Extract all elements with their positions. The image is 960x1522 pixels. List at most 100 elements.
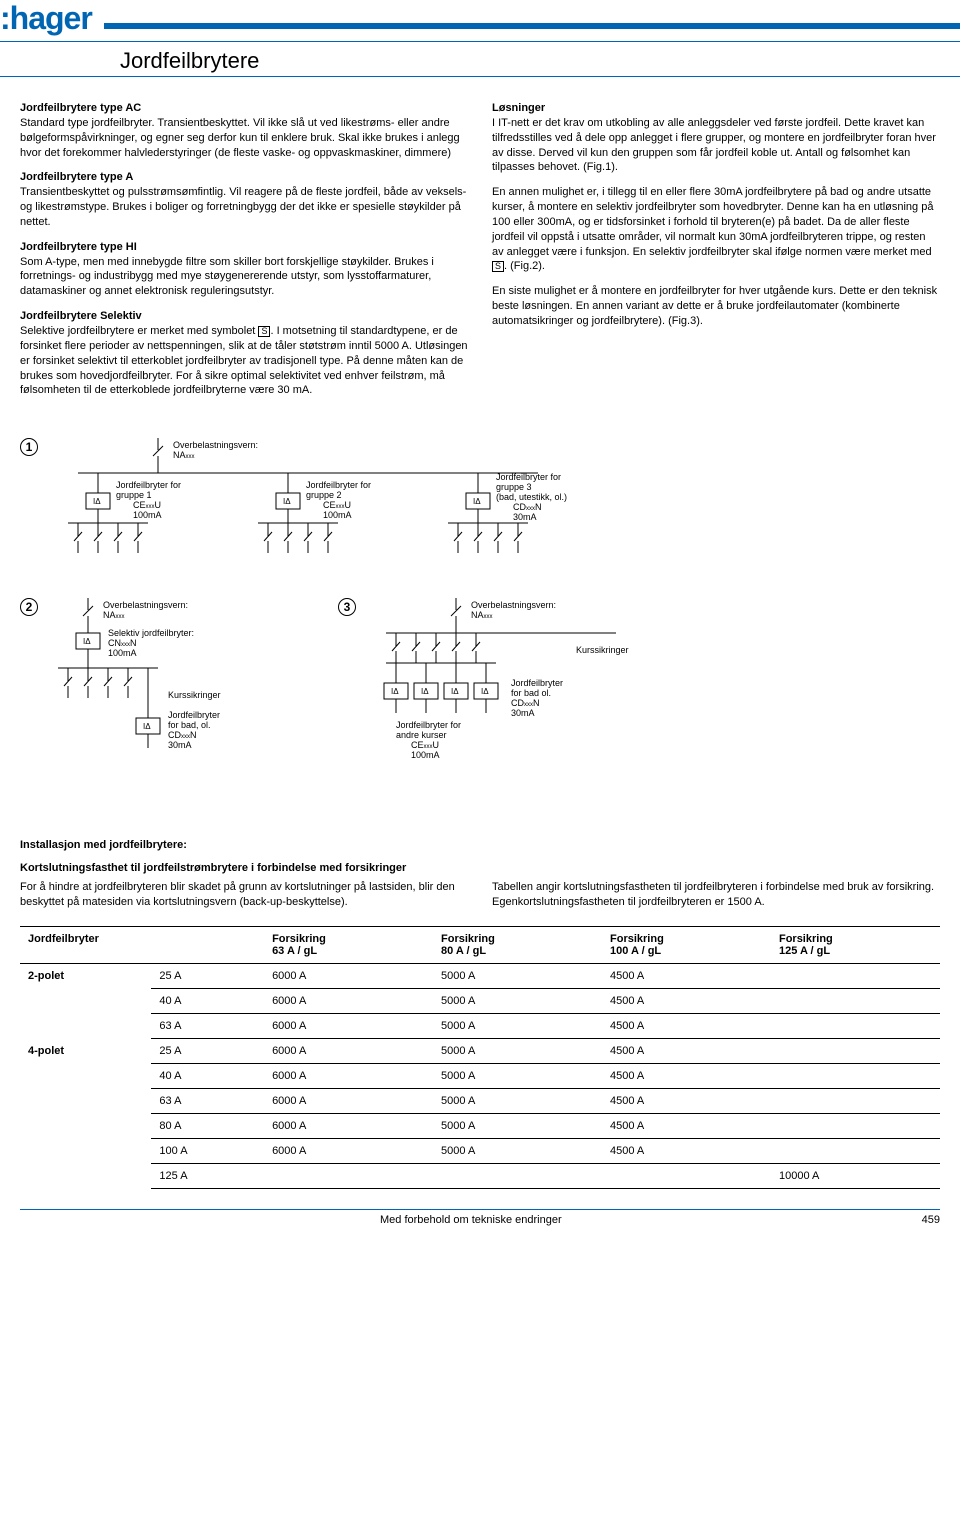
table-cell: 5000 A xyxy=(433,1138,602,1163)
thin-line-2 xyxy=(0,76,960,77)
table-cell: 4-polet xyxy=(20,1038,151,1063)
idelta-label: IΔ xyxy=(421,687,429,696)
g1-label: 100mA xyxy=(133,510,162,520)
table-cell: 63 A xyxy=(151,1013,264,1038)
idelta-label: IΔ xyxy=(481,687,489,696)
bad-label: Jordfeilbryter xyxy=(511,678,563,688)
table-cell: 6000 A xyxy=(264,963,433,988)
svg-text:CExxxU: CExxxU xyxy=(411,740,439,750)
table-cell: 4500 A xyxy=(602,1038,771,1063)
kurs-label: Kurssikringer xyxy=(576,645,629,655)
section-body: Selektive jordfeilbrytere er merket med … xyxy=(20,325,258,337)
table-cell: 2-polet xyxy=(20,963,151,988)
section-title: Jordfeilbrytere Selektiv xyxy=(20,310,142,322)
idelta-label: IΔ xyxy=(391,687,399,696)
bad-label: Jordfeilbryter xyxy=(168,710,220,720)
table-cell xyxy=(771,1038,940,1063)
table-cell xyxy=(771,1113,940,1138)
section-title: Jordfeilbrytere type HI xyxy=(20,241,137,253)
col-header: Forsikring100 A / gL xyxy=(602,926,771,963)
table-cell: 40 A xyxy=(151,1063,264,1088)
table-row: 40 A6000 A5000 A4500 A xyxy=(20,988,940,1013)
idelta-label: IΔ xyxy=(143,722,151,731)
g3-label: (bad, utestikk, ol.) xyxy=(496,492,567,502)
svg-text:CNxxxN: CNxxxN xyxy=(108,638,137,648)
bad-label: for bad ol. xyxy=(511,688,551,698)
overload-label: Overbelastningsvern: xyxy=(173,440,258,450)
overload-label: Overbelastningsvern: xyxy=(103,600,188,610)
g3-label: Jordfeilbryter for xyxy=(496,472,561,482)
table-row: 100 A6000 A5000 A4500 A xyxy=(20,1138,940,1163)
table-cell xyxy=(771,963,940,988)
table-cell xyxy=(433,1163,602,1188)
andre-label: 100mA xyxy=(411,750,440,760)
section-body: Standard type jordfeilbryter. Transientb… xyxy=(20,117,460,159)
diagram-row-2-3: 2 IΔ IΔ Overbelastningsvern: NAxxx Selek… xyxy=(20,598,940,808)
table-row: 2-polet25 A6000 A5000 A4500 A xyxy=(20,963,940,988)
table-cell: 6000 A xyxy=(264,1088,433,1113)
table-cell: 25 A xyxy=(151,963,264,988)
table-row: 63 A6000 A5000 A4500 A xyxy=(20,1088,940,1113)
sel-label: 100mA xyxy=(108,648,137,658)
content-columns: Jordfeilbrytere type AC Standard type jo… xyxy=(0,101,960,408)
table-header-row: Jordfeilbryter Forsikring63 A / gL Forsi… xyxy=(20,926,940,963)
table-cell: 4500 A xyxy=(602,988,771,1013)
install-left: For å hindre at jordfeilbryteren blir sk… xyxy=(20,880,468,910)
table-cell xyxy=(602,1163,771,1188)
left-column: Jordfeilbrytere type AC Standard type jo… xyxy=(20,101,468,408)
circuit-diagram-3: IΔ IΔ IΔ IΔ Overbelastningsvern: NAxxx K… xyxy=(356,598,716,808)
table-cell xyxy=(20,988,151,1013)
table-cell xyxy=(20,1113,151,1138)
g3-label: gruppe 3 xyxy=(496,482,532,492)
table-row: 63 A6000 A5000 A4500 A xyxy=(20,1013,940,1038)
diagram-number: 1 xyxy=(20,438,38,456)
table-cell xyxy=(264,1163,433,1188)
table-cell: 4500 A xyxy=(602,1088,771,1113)
svg-text:NAxxx: NAxxx xyxy=(103,610,125,620)
table-cell xyxy=(771,1088,940,1113)
page-number: 459 xyxy=(922,1214,940,1226)
section-body: En annen mulighet er, i tillegg til en e… xyxy=(492,186,933,257)
andre-label: Jordfeilbryter for xyxy=(396,720,461,730)
section-title: Jordfeilbrytere type A xyxy=(20,171,133,183)
sel-label: Selektiv jordfeilbryter: xyxy=(108,628,194,638)
logo: :hager xyxy=(0,0,104,37)
g3-label: CDxxxN xyxy=(513,502,542,512)
overload-label: Overbelastningsvern: xyxy=(471,600,556,610)
table-row: 125 A10000 A xyxy=(20,1163,940,1188)
header: :hager xyxy=(0,0,960,37)
install-title: Installasjon med jordfeilbrytere: xyxy=(20,838,940,853)
table-cell: 100 A xyxy=(151,1138,264,1163)
table-cell xyxy=(771,988,940,1013)
footer-text: Med forbehold om tekniske endringer xyxy=(380,1214,562,1226)
g2-label: CExxxU xyxy=(323,500,351,510)
table-cell: 40 A xyxy=(151,988,264,1013)
table-cell: 80 A xyxy=(151,1113,264,1138)
table-cell: 4500 A xyxy=(602,1063,771,1088)
circuit-diagram-1: IΔ IΔ IΔ Overbelastningsvern: NAxxx Jord… xyxy=(38,438,658,568)
table-cell: 5000 A xyxy=(433,1113,602,1138)
footer: Med forbehold om tekniske endringer 459 xyxy=(20,1209,940,1226)
right-column: Løsninger I IT-nett er det krav om utkob… xyxy=(492,101,940,408)
idelta-label: IΔ xyxy=(93,497,101,506)
table-cell: 6000 A xyxy=(264,1138,433,1163)
overload-sub: NAxxx xyxy=(173,450,195,460)
section-title: Jordfeilbrytere type AC xyxy=(20,102,141,114)
table-cell: 4500 A xyxy=(602,1138,771,1163)
diagram-1: 1 xyxy=(20,438,940,568)
table-row: 40 A6000 A5000 A4500 A xyxy=(20,1063,940,1088)
table-cell: 4500 A xyxy=(602,963,771,988)
table-cell: 5000 A xyxy=(433,988,602,1013)
table-cell xyxy=(771,1063,940,1088)
svg-text:NAxxx: NAxxx xyxy=(471,610,493,620)
diagram-number: 2 xyxy=(20,598,38,616)
thin-line xyxy=(0,41,960,42)
idelta-label: IΔ xyxy=(451,687,459,696)
section-title: Løsninger xyxy=(492,102,545,114)
section-body: I IT-nett er det krav om utkobling av al… xyxy=(492,117,936,174)
idelta-label: IΔ xyxy=(83,637,91,646)
table-cell: 5000 A xyxy=(433,963,602,988)
diagram-number: 3 xyxy=(338,598,356,616)
diagrams: 1 xyxy=(20,438,940,808)
table-cell: 6000 A xyxy=(264,1063,433,1088)
